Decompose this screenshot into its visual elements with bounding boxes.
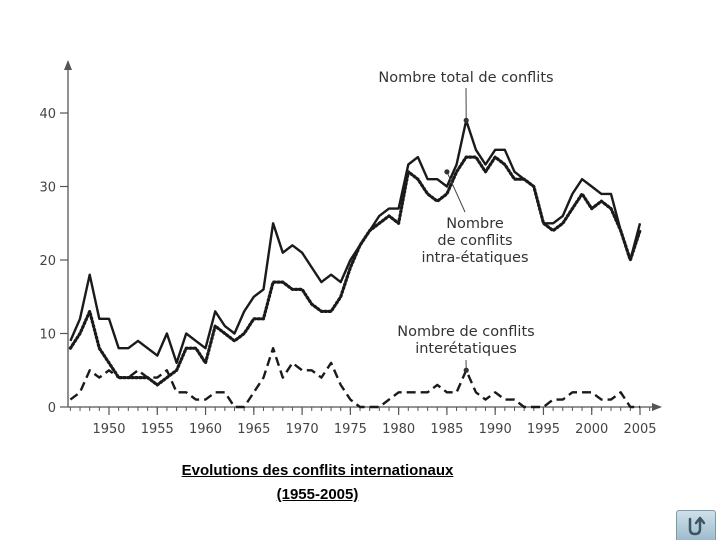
annotation-point — [463, 117, 469, 123]
series-lines — [68, 119, 642, 409]
x-tick-label: 1960 — [189, 422, 222, 437]
x-tick-label: 2000 — [575, 422, 608, 437]
series-line-dashed — [69, 347, 640, 409]
return-button[interactable] — [676, 510, 716, 540]
x-tick-label: 1965 — [237, 422, 270, 437]
annotation-label: interétatiques — [415, 341, 517, 357]
annotation-label: de conflits — [437, 233, 512, 249]
series-line-solid — [69, 119, 642, 365]
x-axis-arrow — [652, 403, 662, 411]
series-line-dotted — [68, 155, 642, 387]
x-tick-label: 1995 — [527, 422, 560, 437]
chart-caption-title: Evolutions des conflits internationaux — [181, 462, 454, 479]
return-arrow-icon — [688, 516, 706, 536]
conflicts-line-chart: 0 10 20 30 40 1950 1955 1960 1965 1970 1975 1980 198… — [39, 60, 662, 437]
y-tick-label: 0 — [48, 401, 56, 416]
x-tick-label: 1950 — [92, 422, 125, 437]
y-tick-label: 40 — [39, 107, 56, 122]
annotation-pointer — [446, 171, 466, 213]
annotation-point — [444, 169, 450, 175]
x-tick-label: 1985 — [430, 422, 463, 437]
x-tick-label: 1980 — [382, 422, 415, 437]
x-tick-label: 1990 — [479, 422, 512, 437]
x-tick-label: 2005 — [623, 422, 656, 437]
y-tick-label: 10 — [39, 328, 56, 343]
y-axis-arrow — [64, 60, 72, 70]
x-tick-label: 1970 — [286, 422, 319, 437]
annotation-label: Nombre total de conflits — [378, 70, 553, 86]
axes: 0 10 20 30 40 1950 1955 1960 1965 1970 1975 1980 198… — [39, 60, 662, 437]
y-tick-label: 30 — [39, 181, 56, 196]
annotation-label: intra-étatiques — [421, 250, 528, 266]
annotation-point — [463, 367, 469, 373]
annotation-label: Nombre — [446, 216, 504, 232]
y-tick-label: 20 — [39, 254, 56, 269]
x-tick-label: 1955 — [141, 422, 174, 437]
annotation-label: Nombre de conflits — [397, 324, 534, 340]
chart-caption-period: (1955-2005) — [276, 486, 359, 503]
x-tick-label: 1975 — [334, 422, 367, 437]
